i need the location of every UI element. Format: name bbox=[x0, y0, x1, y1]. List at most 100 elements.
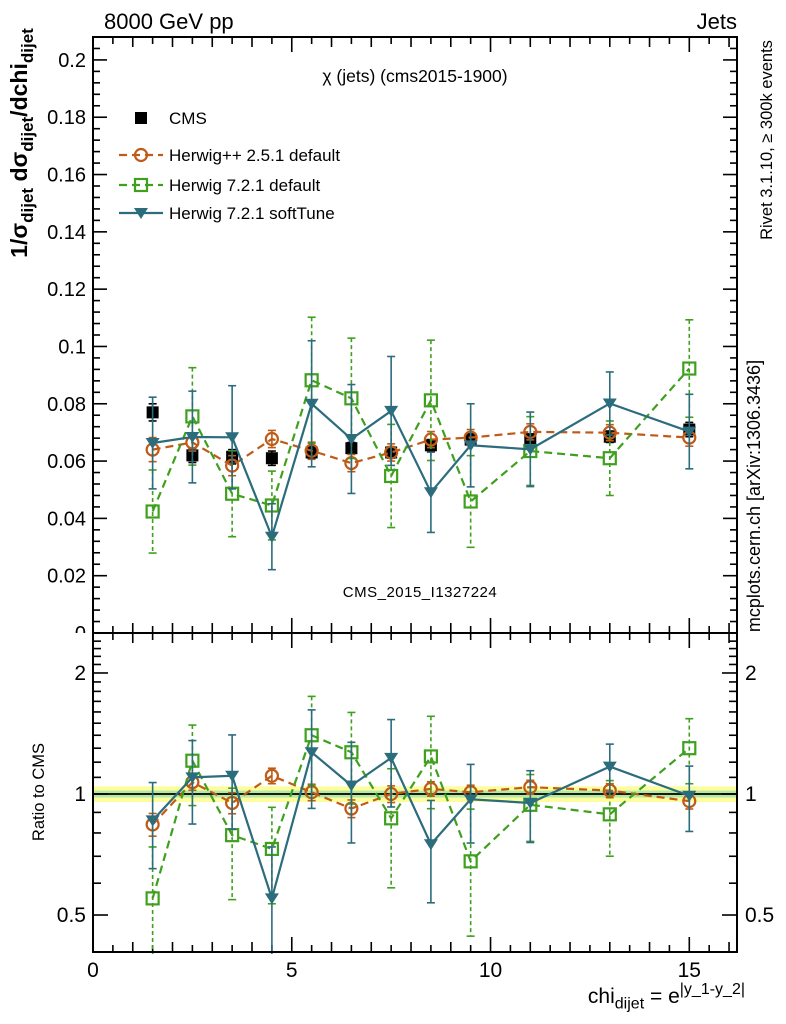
data-marker-circle-open bbox=[264, 431, 279, 447]
main-y-tick-labels: 0 0.02 0.04 0.06 0.08 0.1 0.12 0.14 0.16 0.18 0.2 bbox=[47, 50, 86, 645]
data-marker-triangle-down bbox=[264, 531, 279, 543]
data-marker-square-open bbox=[145, 891, 160, 906]
main-y-tick-label: 0.06 bbox=[47, 451, 86, 473]
data-marker-square-open bbox=[682, 741, 697, 756]
main-y-tick-label: 0.12 bbox=[47, 279, 86, 301]
data-marker-triangle-down bbox=[463, 440, 478, 452]
legend-item-herwig7-softtune: Herwig 7.2.1 softTune bbox=[119, 204, 335, 223]
legend-label: CMS bbox=[169, 109, 207, 128]
data-marker-square-open bbox=[145, 504, 160, 519]
main-y-tick-label: 0.18 bbox=[47, 107, 86, 129]
x-tick-label: 10 bbox=[479, 959, 502, 982]
legend-label: Herwig 7.2.1 default bbox=[169, 176, 320, 195]
main-y-tick-label: 0.2 bbox=[58, 50, 86, 72]
axis-ticks bbox=[92, 38, 736, 951]
main-y-axis-title: 1/σdijet dσdijet/dchidijet bbox=[6, 28, 37, 258]
main-y-tick-label: 0.02 bbox=[47, 566, 86, 588]
main-series-herwig7-softtune bbox=[145, 339, 697, 571]
data-marker-triangle-down bbox=[523, 444, 538, 456]
data-marker-triangle-down bbox=[185, 772, 200, 784]
x-tick-label: 5 bbox=[286, 959, 298, 982]
data-marker-triangle-down bbox=[344, 434, 359, 446]
data-marker-triangle-down bbox=[225, 432, 240, 444]
data-marker-square-open bbox=[384, 468, 399, 484]
main-y-tick-label: 0.1 bbox=[58, 336, 86, 358]
series-line bbox=[151, 733, 690, 899]
mcplots-arxiv-label: mcplots.cern.ch [arXiv:1306.3436] bbox=[744, 360, 764, 632]
data-marker-square-open bbox=[423, 749, 439, 764]
main-y-tick-label: 0.14 bbox=[47, 222, 86, 244]
data-marker-triangle-down bbox=[682, 790, 697, 802]
main-y-tick-label: 0.04 bbox=[47, 508, 86, 530]
main-y-tick-label: 0.08 bbox=[47, 394, 86, 416]
x-tick-label: 15 bbox=[678, 959, 701, 982]
data-marker-triangle-down bbox=[134, 208, 148, 219]
watermark: CMS_2015_I1327224 bbox=[343, 584, 497, 601]
data-marker-square-open bbox=[423, 393, 439, 408]
data-marker-triangle-down bbox=[423, 487, 438, 499]
data-marker-triangle-down bbox=[602, 398, 617, 410]
data-marker-triangle-down bbox=[264, 893, 279, 905]
series-line bbox=[152, 401, 690, 541]
ratio-y-tick-label: 2 bbox=[74, 662, 86, 685]
data-marker-triangle-down bbox=[463, 794, 478, 806]
legend: CMS Herwig++ 2.5.1 default Herwig 7.2.1 de… bbox=[119, 109, 340, 223]
ratio-panel-frame bbox=[92, 632, 738, 953]
data-marker-square-open bbox=[133, 177, 149, 193]
data-marker-triangle-down bbox=[145, 815, 160, 827]
data-marker-square-open bbox=[384, 811, 399, 826]
series-line bbox=[151, 367, 691, 512]
data-marker-triangle-down bbox=[304, 747, 319, 759]
ratio-y-tick-label-right: 2 bbox=[745, 662, 757, 685]
ratio-y-tick-label-right: 1 bbox=[745, 783, 757, 806]
data-marker-triangle-down bbox=[682, 426, 697, 438]
main-y-tick-label: 0 bbox=[75, 623, 86, 645]
data-marker-square-filled bbox=[265, 452, 278, 465]
rivet-version-label: Rivet 3.1.10, ≥ 300k events bbox=[758, 40, 776, 240]
x-tick-label: 0 bbox=[87, 959, 99, 982]
ratio-y-tick-label-right: 0.5 bbox=[745, 904, 774, 927]
data-marker-circle-open bbox=[264, 768, 279, 783]
main-panel-data bbox=[145, 316, 697, 571]
data-marker-triangle-down bbox=[523, 797, 538, 809]
ratio-panel-data bbox=[145, 695, 697, 954]
data-marker-square-filled bbox=[135, 112, 147, 124]
legend-item-cms: CMS bbox=[135, 109, 207, 128]
data-marker-triangle-down bbox=[304, 398, 319, 410]
chart-generated-content: 00.020.040.060.080.10.120.140.160.180.20… bbox=[6, 28, 774, 1013]
data-marker-square-open bbox=[463, 494, 478, 509]
ratio-series-herwigpp-default bbox=[145, 767, 697, 837]
legend-label: Herwig 7.2.1 softTune bbox=[169, 204, 335, 223]
ratio-series-herwig7-softtune bbox=[145, 709, 697, 954]
data-marker-square-open bbox=[602, 451, 617, 466]
data-marker-triangle-down bbox=[145, 438, 160, 450]
data-marker-square-open bbox=[602, 807, 617, 822]
ratio-bands bbox=[93, 786, 737, 803]
data-marker-triangle-down bbox=[423, 839, 438, 851]
data-marker-triangle-down bbox=[384, 405, 399, 417]
data-marker-circle-open bbox=[133, 147, 149, 163]
data-marker-square-open bbox=[682, 361, 697, 376]
series-line bbox=[151, 774, 690, 826]
data-marker-triangle-down bbox=[344, 780, 359, 792]
series-line bbox=[151, 750, 690, 903]
main-y-tick-label: 0.16 bbox=[47, 165, 86, 187]
ratio-y-tick-label: 1 bbox=[74, 783, 86, 806]
legend-item-herwigpp-default: Herwig++ 2.5.1 default bbox=[119, 146, 340, 165]
legend-item-herwig7-default: Herwig 7.2.1 default bbox=[119, 176, 320, 195]
data-marker-triangle-down bbox=[602, 761, 617, 773]
series-line bbox=[152, 430, 690, 467]
data-marker-triangle-down bbox=[225, 770, 240, 782]
main-y-axis-title-group: 1/σdijet dσdijet/dchidijet bbox=[6, 28, 37, 258]
data-marker-square-open bbox=[463, 854, 478, 869]
legend-label: Herwig++ 2.5.1 default bbox=[169, 146, 340, 165]
data-marker-triangle-down bbox=[185, 432, 200, 444]
header-beam-label: 8000 GeV pp bbox=[104, 9, 234, 34]
x-axis-title: chidijet = e|y_1-y_2| bbox=[588, 981, 745, 1012]
ratio-y-tick-label: 0.5 bbox=[57, 904, 86, 927]
plot-title: χ (jets) (cms2015-1900) bbox=[322, 66, 507, 86]
ratio-y-axis-title: Ratio to CMS bbox=[30, 743, 48, 841]
header-analysis-label: Jets bbox=[697, 9, 737, 34]
